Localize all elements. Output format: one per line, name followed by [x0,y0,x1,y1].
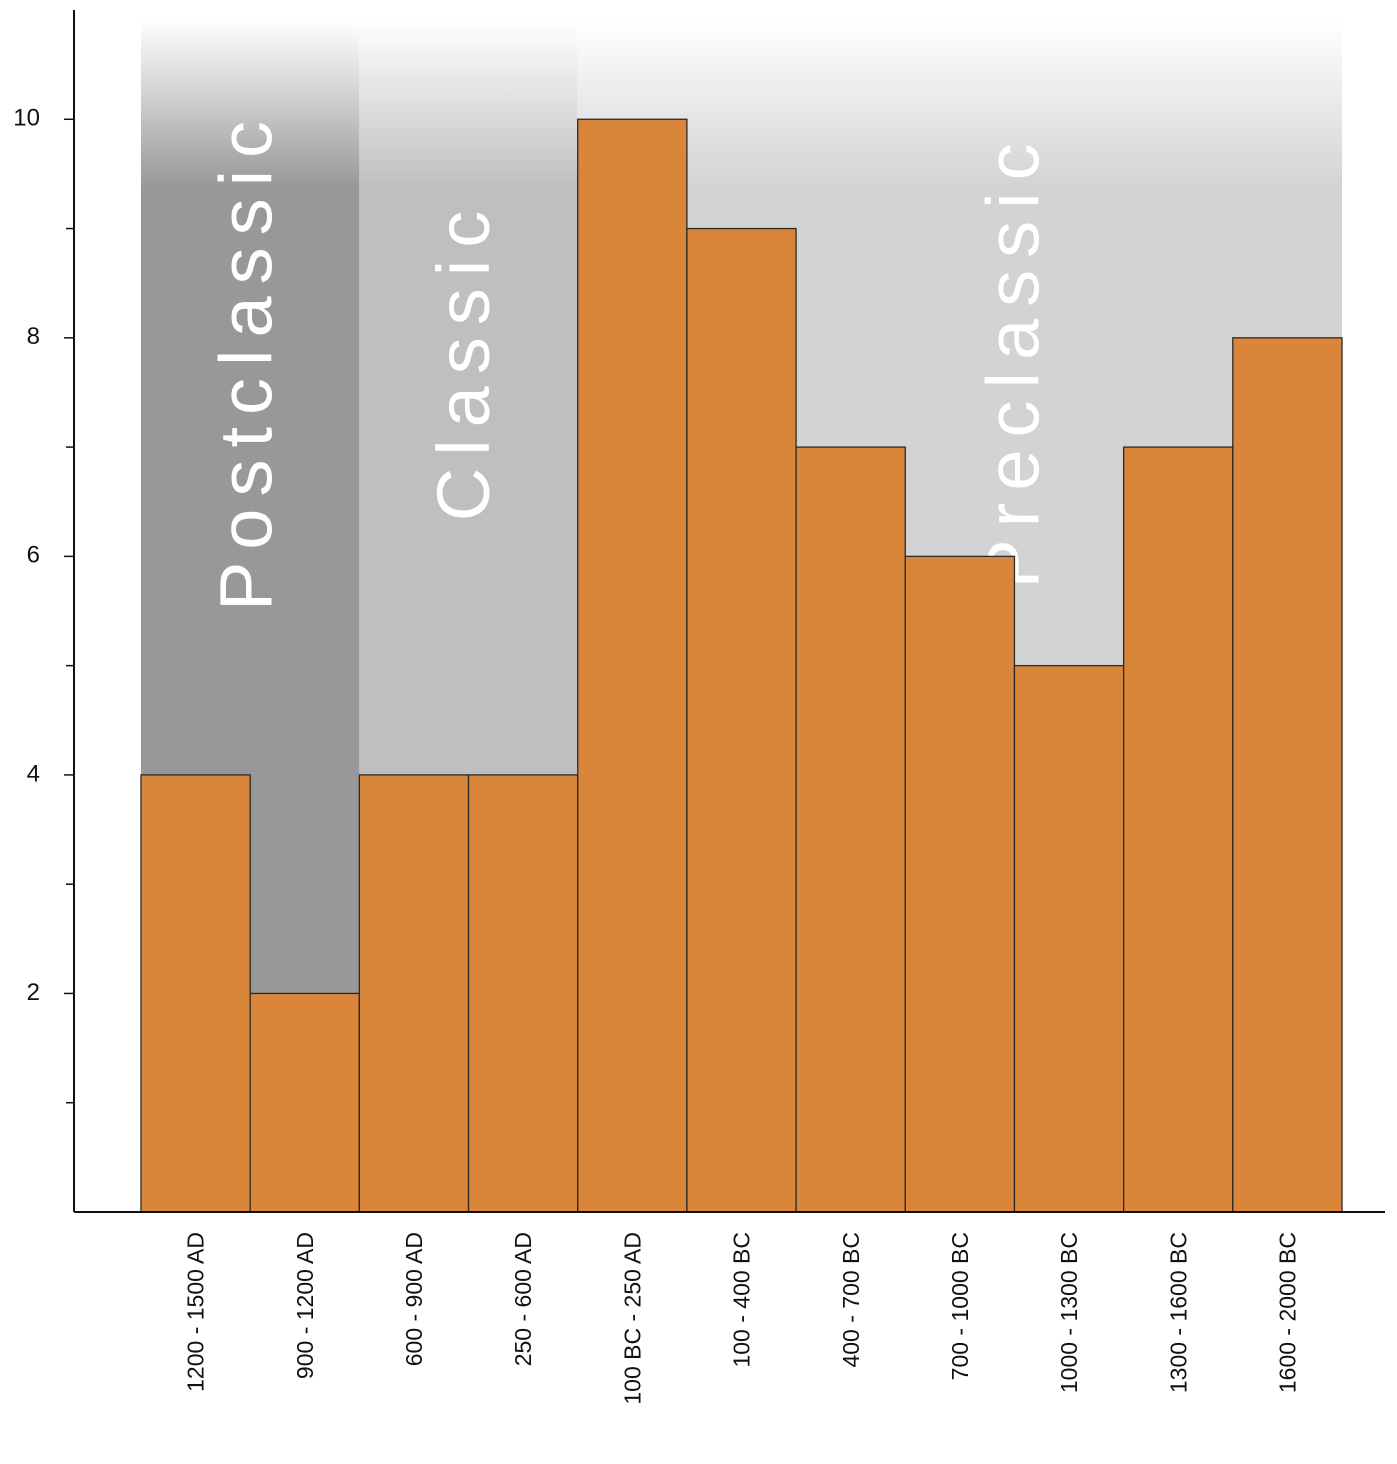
x-tick-label: 400 - 700 BC [838,1232,864,1368]
bar [795,446,906,1213]
x-tick-label: 1300 - 1600 BC [1165,1232,1191,1393]
bar [686,227,797,1213]
x-tick-label: 1600 - 2000 BC [1274,1232,1300,1393]
bar [1013,664,1125,1213]
y-tick-label: 2 [27,979,40,1006]
bar [249,992,361,1213]
bar [904,555,1016,1213]
x-tick-label: 100 BC - 250 AD [619,1232,645,1405]
x-tick-label: 250 - 600 AD [510,1232,536,1366]
x-tick-label: 600 - 900 AD [401,1232,427,1366]
y-tick-label: 10 [13,105,40,132]
bar [577,118,688,1213]
bar [1232,337,1343,1213]
bar [358,774,470,1213]
y-tick-label: 4 [27,760,40,787]
y-tick-label: 6 [27,542,40,569]
x-tick-label: 100 - 400 BC [729,1232,755,1368]
period-label: Preclassic [972,131,1055,588]
x-tick-label: 1000 - 1300 BC [1056,1232,1082,1393]
y-tick-label: 8 [27,323,40,350]
bar [140,774,251,1213]
x-tick-label: 900 - 1200 AD [292,1232,318,1379]
bar [467,774,579,1213]
period-label: Postclassic [205,109,288,611]
bar [1122,446,1234,1213]
period-label: Classic [422,199,505,521]
x-tick-label: 1200 - 1500 AD [183,1232,209,1392]
x-tick-label: 700 - 1000 BC [947,1232,973,1380]
